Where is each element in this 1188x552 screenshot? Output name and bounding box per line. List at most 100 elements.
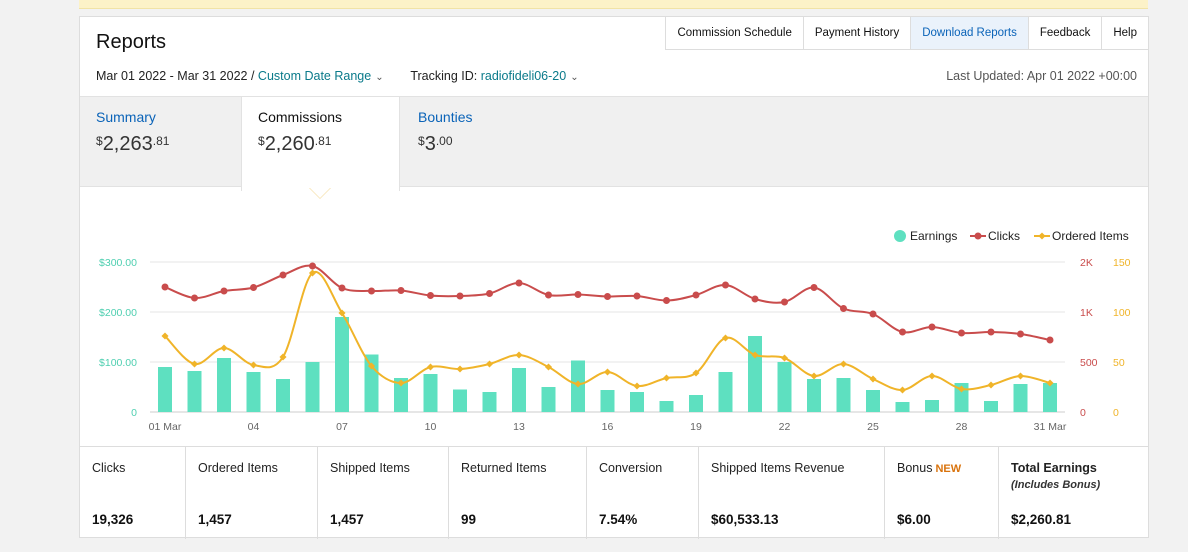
y-left-tick-label: 0 [131,407,137,419]
stat-shipped-revenue: Shipped Items Revenue $60,533.13 [699,447,885,539]
y-right-clicks-tick-label: 2K [1080,257,1093,269]
tab-help[interactable]: Help [1101,17,1148,50]
summary-tab-commissions[interactable]: Commissions $2,260.81 [241,97,400,191]
clicks-point [161,283,169,291]
commissions-amount: $2,260.81 [258,133,332,155]
earnings-bar [453,389,467,412]
ordered-items-point [633,382,641,390]
tab-feedback[interactable]: Feedback [1027,17,1102,50]
ordered-items-point [338,309,346,317]
stat-total-earnings: Total Earnings (Includes Bonus) $2,260.81 [1011,461,1101,527]
earnings-bar [394,378,408,412]
earnings-bar [335,317,349,412]
ordered-items-point [515,351,523,359]
y-left-tick-label: $200.00 [99,307,137,319]
earnings-bar [158,367,172,412]
clicks-point [250,284,257,291]
earnings-bar [630,392,644,412]
summary-tab-bounties[interactable]: Bounties $3.00 [402,97,488,188]
summary-tab-label: Bounties [418,109,473,125]
clicks-point [604,293,611,300]
ordered-items-point [367,362,376,370]
clicks-point [456,292,464,300]
legend-ordered-dot [1038,232,1046,240]
clicks-point [692,291,700,299]
ordered-items-point [308,269,317,277]
earnings-bar [689,395,703,412]
clicks-point [368,287,375,295]
clicks-point [1017,330,1024,338]
tab-download-reports[interactable]: Download Reports [910,17,1028,50]
summary-amount: $2,263.81 [96,133,170,155]
stat-conversion: Conversion 7.54% [587,447,699,539]
ordered-items-point [987,381,995,389]
ordered-items-point [839,360,848,368]
tab-payment-history[interactable]: Payment History [802,17,911,50]
y-right-ordered-tick-label: 0 [1113,407,1119,419]
ordered-items-point [898,386,907,394]
earnings-bar [1043,383,1057,412]
chevron-down-icon[interactable]: ⌄ [375,72,384,83]
clicks-point [633,292,641,300]
ordered-items-point [279,353,287,361]
ordered-items-point [780,354,789,362]
stats-row: Clicks 19,326 Ordered Items 1,457 Shippe… [80,446,1148,539]
ordered-items-point [190,360,199,368]
report-tabs: Commission Schedule Payment History Down… [665,17,1148,50]
earnings-bar [217,358,231,412]
clicks-point [220,287,228,295]
summary-band: Summary $2,263.81 Commissions $2,260.81 … [80,96,1148,191]
clicks-point [899,328,906,336]
y-right-ordered-tick-label: 100 [1113,307,1131,319]
x-tick-label: 01 Mar [149,421,182,433]
new-badge: NEW [935,463,962,475]
ordered-items-point [544,363,553,371]
y-left-tick-label: $100.00 [99,357,137,369]
clicks-point [869,310,877,318]
legend-clicks-dot [974,232,982,240]
clicks-line [164,264,1051,341]
clicks-point [191,294,198,302]
clicks-point [279,271,287,279]
earnings-bar [925,400,939,412]
y-left-tick-label: $300.00 [99,257,137,269]
stat-ordered-items: Ordered Items 1,457 [186,447,318,539]
ordered-items-point [397,379,405,387]
summary-tab-label: Summary [96,109,156,125]
x-tick-label: 31 Mar [1034,421,1067,433]
earnings-bar [600,390,615,412]
y-right-clicks-tick-label: 500 [1080,357,1098,369]
tab-commission-schedule[interactable]: Commission Schedule [665,17,803,50]
last-updated: Last Updated: Apr 01 2022 +00:00 [946,69,1137,83]
ordered-items-point [721,334,730,342]
y-right-ordered-tick-label: 150 [1113,257,1131,269]
legend-label: Ordered Items [1052,229,1129,243]
chevron-down-icon[interactable]: ⌄ [570,72,579,83]
earnings-bar [276,379,290,412]
clicks-point [810,284,818,291]
tracking-id-dropdown[interactable]: radiofideli06-20 [480,69,567,83]
clicks-point [722,281,729,289]
clicks-point [781,298,788,306]
ordered-items-point [220,344,228,352]
earnings-bar [423,374,438,412]
clicks-point [840,305,847,312]
ordered-items-point [869,375,877,383]
date-range-dropdown[interactable]: Custom Date Range [257,69,372,83]
clicks-point [427,292,434,299]
summary-tab-summary[interactable]: Summary $2,263.81 [80,97,185,188]
earnings-bar [895,402,910,412]
earnings-bar [305,362,320,412]
clicks-point [545,291,552,299]
x-tick-label: 04 [248,421,260,433]
x-tick-label: 07 [336,421,348,433]
ordered-items-point [249,361,258,369]
x-tick-label: 25 [867,421,879,433]
clicks-point [958,329,965,337]
earnings-bar [659,401,674,412]
ordered-items-point [751,351,759,359]
clicks-point [309,262,316,270]
legend-label: Earnings [910,229,957,243]
x-tick-label: 28 [956,421,968,433]
date-range-text: Mar 01 2022 - Mar 31 2022 / [96,69,255,83]
